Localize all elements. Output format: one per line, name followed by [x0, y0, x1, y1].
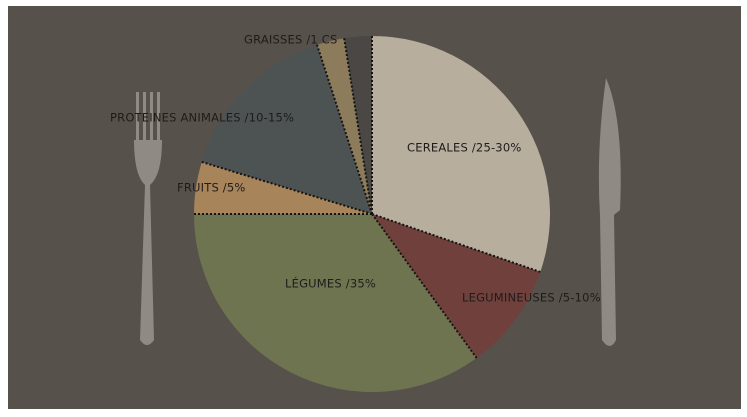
wedge-cereales — [372, 36, 550, 272]
divider — [201, 161, 373, 215]
wedge-fruits — [194, 161, 372, 214]
wedge-legumineuses — [372, 214, 541, 359]
label-graisses: GRAISSES /1 CS — [244, 33, 338, 47]
label-fruits: FRUITS /5% — [177, 181, 246, 195]
divider — [371, 213, 478, 359]
fork — [134, 92, 162, 345]
wedge-legumes — [194, 214, 477, 392]
label-proteines: PROTEINES ANIMALES /10-15% — [110, 111, 294, 125]
label-cereales: CEREALES /25-30% — [407, 141, 521, 155]
knife — [598, 78, 621, 346]
divider — [371, 213, 541, 273]
wedge-graisses — [316, 38, 372, 215]
divider — [316, 44, 373, 215]
plate — [194, 36, 550, 392]
divider — [343, 38, 373, 215]
label-legumineuses: LEGUMINEUSES /5-10% — [462, 291, 601, 305]
wedge-proteines — [201, 44, 372, 214]
label-legumes: LÉGUMES /35% — [285, 276, 376, 291]
